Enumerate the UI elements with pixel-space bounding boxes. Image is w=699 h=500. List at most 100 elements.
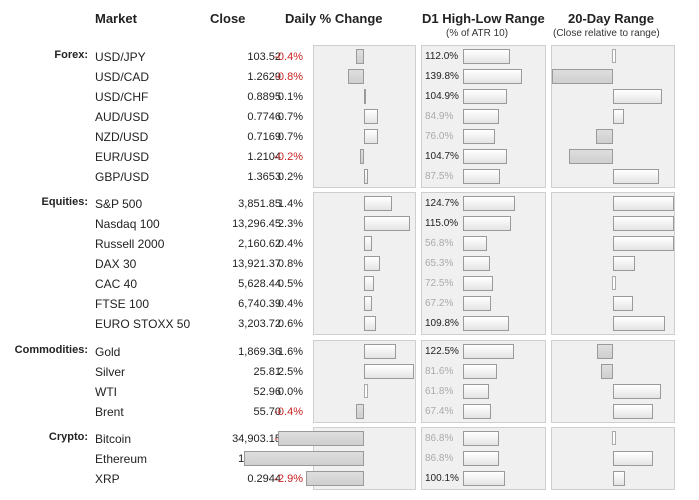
daily-change-bar bbox=[364, 316, 376, 331]
atr-value: 67.2% bbox=[425, 298, 454, 309]
daily-change-bar bbox=[364, 216, 410, 231]
daily-change-value: -0.4% bbox=[274, 406, 303, 418]
atr-bar bbox=[463, 69, 522, 84]
atr-bar bbox=[463, 169, 500, 184]
market-name: Nasdaq 100 bbox=[95, 217, 160, 231]
close-value: 5,628.44 bbox=[238, 278, 281, 290]
header-market: Market bbox=[95, 11, 137, 26]
daily-change-bar bbox=[364, 236, 372, 251]
atr-value: 86.8% bbox=[425, 453, 454, 464]
atr-bar bbox=[463, 384, 489, 399]
twenty-day-bar bbox=[612, 431, 616, 445]
atr-bar bbox=[463, 49, 511, 64]
daily-change-bar bbox=[364, 296, 372, 311]
twenty-day-bar bbox=[613, 296, 634, 311]
twenty-day-bar bbox=[613, 236, 674, 251]
twenty-day-bar bbox=[613, 256, 635, 271]
atr-bar bbox=[463, 404, 492, 419]
group-label: Forex: bbox=[54, 49, 88, 61]
daily-change-value: 0.8% bbox=[277, 258, 303, 270]
atr-bar bbox=[463, 296, 492, 311]
twenty-day-bar bbox=[595, 129, 613, 144]
atr-bar bbox=[463, 236, 487, 251]
twenty-day-bar bbox=[613, 109, 624, 124]
atr-value: 61.8% bbox=[425, 386, 454, 397]
daily-change-bar bbox=[306, 471, 364, 486]
close-value: 1.2629 bbox=[247, 71, 281, 83]
daily-change-value: 0.1% bbox=[277, 91, 303, 103]
daily-change-value: 0.2% bbox=[277, 171, 303, 183]
atr-value: 81.6% bbox=[425, 366, 454, 377]
atr-value: 122.5% bbox=[425, 346, 459, 357]
close-value: 2,160.62 bbox=[238, 238, 281, 250]
atr-bar bbox=[463, 431, 500, 446]
close-value: 55.70 bbox=[253, 406, 281, 418]
daily-change-value: 2.5% bbox=[277, 366, 303, 378]
group-label: Crypto: bbox=[48, 431, 88, 443]
twenty-day-bar bbox=[612, 49, 616, 63]
atr-bar bbox=[463, 451, 500, 466]
market-name: DAX 30 bbox=[95, 257, 137, 271]
market-name: Gold bbox=[95, 345, 121, 359]
header-d1-range: D1 High-Low Range bbox=[422, 11, 545, 26]
market-name: AUD/USD bbox=[95, 110, 150, 124]
daily-change-value: 0.6% bbox=[277, 318, 303, 330]
atr-bar bbox=[463, 196, 516, 211]
close-value: 13,296.45 bbox=[232, 218, 281, 230]
close-value: 34,903.15 bbox=[232, 433, 281, 445]
daily-change-value: -0.4% bbox=[274, 51, 303, 63]
daily-change-bar bbox=[364, 89, 366, 104]
atr-value: 67.4% bbox=[425, 406, 454, 417]
daily-change-value: 1.6% bbox=[277, 346, 303, 358]
market-name: CAC 40 bbox=[95, 277, 138, 291]
close-value: 3,203.72 bbox=[238, 318, 281, 330]
close-value: 0.2944 bbox=[247, 473, 281, 485]
twenty-day-bar bbox=[596, 344, 613, 359]
market-name: USD/JPY bbox=[95, 50, 146, 64]
daily-change-value: 2.3% bbox=[277, 218, 303, 230]
daily-change-bar bbox=[364, 109, 378, 124]
daily-change-value: 0.5% bbox=[277, 278, 303, 290]
daily-change-bar bbox=[364, 129, 378, 144]
daily-change-bar bbox=[244, 451, 364, 466]
daily-change-bar bbox=[364, 364, 414, 379]
atr-bar bbox=[463, 129, 495, 144]
atr-bar bbox=[463, 316, 510, 331]
daily-change-value: 0.7% bbox=[277, 131, 303, 143]
atr-value: 112.0% bbox=[425, 51, 459, 62]
atr-value: 104.9% bbox=[425, 91, 459, 102]
group-label: Commodities: bbox=[14, 344, 88, 356]
daily-change-value: 1.4% bbox=[277, 198, 303, 210]
daily-change-bar bbox=[364, 196, 392, 211]
close-value: 1.2104 bbox=[247, 151, 281, 163]
close-value: 1,869.36 bbox=[238, 346, 281, 358]
daily-change-value: 0.7% bbox=[277, 111, 303, 123]
atr-bar bbox=[463, 471, 506, 486]
market-name: FTSE 100 bbox=[95, 297, 150, 311]
atr-value: 86.8% bbox=[425, 433, 454, 444]
atr-value: 65.3% bbox=[425, 258, 454, 269]
close-value: 52.96 bbox=[253, 386, 281, 398]
close-value: 103.52 bbox=[247, 51, 281, 63]
daily-change-bar bbox=[364, 169, 368, 184]
atr-value: 109.8% bbox=[425, 318, 459, 329]
atr-bar bbox=[463, 276, 494, 291]
twenty-day-bar bbox=[612, 276, 616, 290]
daily-change-bar bbox=[348, 69, 364, 84]
twenty-day-bar bbox=[613, 216, 674, 231]
close-value: 0.7169 bbox=[247, 131, 281, 143]
atr-value: 115.0% bbox=[425, 218, 459, 229]
close-value: 6,740.39 bbox=[238, 298, 281, 310]
daily-change-bar bbox=[364, 344, 396, 359]
daily-change-value: -0.2% bbox=[274, 151, 303, 163]
market-name: Ethereum bbox=[95, 452, 148, 466]
atr-value: 56.8% bbox=[425, 238, 454, 249]
market-name: EURO STOXX 50 bbox=[95, 317, 191, 331]
daily-change-bar bbox=[364, 384, 368, 398]
market-name: Bitcoin bbox=[95, 432, 132, 446]
market-name: S&P 500 bbox=[95, 197, 143, 211]
daily-change-bar bbox=[364, 256, 380, 271]
header-d1-range-sub: (% of ATR 10) bbox=[446, 28, 509, 39]
daily-change-bar bbox=[356, 404, 364, 419]
atr-bar bbox=[463, 149, 507, 164]
